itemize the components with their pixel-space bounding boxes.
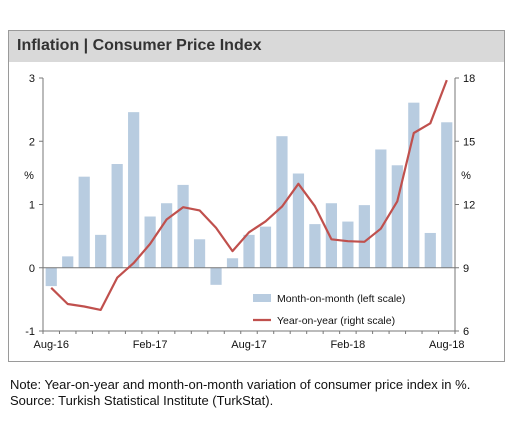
right-tick-label: 9 bbox=[463, 263, 469, 275]
left-tick-label: 2 bbox=[29, 136, 35, 148]
bar-Nov-16 bbox=[95, 234, 107, 268]
bar-Jul-17 bbox=[226, 258, 239, 268]
bar-Apr-18 bbox=[375, 149, 387, 268]
x-tick-label: Aug-17 bbox=[231, 339, 266, 351]
note-line: Note: Year-on-year and month-on-month va… bbox=[10, 377, 471, 392]
bar-Jan-18 bbox=[325, 203, 338, 268]
bar-Jun-18 bbox=[408, 102, 420, 268]
right-tick-label: 12 bbox=[463, 200, 475, 212]
bar-Oct-16 bbox=[78, 176, 90, 268]
left-tick-label: 0 bbox=[29, 263, 35, 275]
bar-Dec-16 bbox=[111, 164, 123, 268]
right-axis-unit: % bbox=[461, 170, 471, 182]
bar-Nov-17 bbox=[292, 173, 305, 268]
source-line: Source: Turkish Statistical Institute (T… bbox=[10, 393, 274, 408]
chart-title: Inflation | Consumer Price Index bbox=[17, 37, 262, 54]
bar-Dec-17 bbox=[309, 224, 321, 268]
bar-Mar-17 bbox=[160, 203, 173, 268]
left-axis-unit: % bbox=[24, 170, 34, 182]
x-tick-label: Feb-17 bbox=[133, 339, 168, 351]
bar-Aug-16 bbox=[45, 267, 57, 287]
bar-Oct-17 bbox=[276, 136, 288, 268]
bar-Sep-17 bbox=[259, 226, 272, 268]
chart-panel: Inflation | Consumer Price Index bbox=[8, 30, 505, 362]
x-tick-label: Aug-16 bbox=[33, 339, 68, 351]
bar-May-18 bbox=[391, 165, 403, 268]
bar-Jul-18 bbox=[424, 232, 436, 268]
left-tick-label: 1 bbox=[29, 200, 35, 212]
bar-Mar-18 bbox=[358, 205, 370, 268]
x-tick-label: Feb-18 bbox=[330, 339, 365, 351]
bar-Feb-18 bbox=[342, 221, 354, 268]
left-tick-label: 3 bbox=[29, 73, 35, 85]
bar-Sep-16 bbox=[62, 256, 74, 268]
legend-swatch-bars bbox=[253, 294, 271, 302]
bar-Apr-17 bbox=[177, 184, 189, 268]
title-bar: Inflation | Consumer Price Index bbox=[9, 31, 504, 62]
right-tick-label: 6 bbox=[463, 326, 469, 338]
legend-label-line: Year-on-year (right scale) bbox=[277, 315, 395, 327]
right-tick-label: 15 bbox=[463, 136, 475, 148]
x-tick-label: Aug-18 bbox=[429, 339, 464, 351]
chart-note: Note: Year-on-year and month-on-month va… bbox=[10, 377, 470, 409]
yoy-line bbox=[50, 79, 448, 311]
bar-Aug-18 bbox=[441, 122, 453, 268]
bar-May-17 bbox=[193, 239, 206, 268]
legend-label-bars: Month-on-month (left scale) bbox=[277, 293, 405, 305]
bar-Jun-17 bbox=[210, 267, 222, 285]
left-tick-label: -1 bbox=[25, 326, 35, 338]
right-tick-label: 18 bbox=[463, 73, 475, 85]
bar-Jan-17 bbox=[128, 112, 140, 268]
bar-Aug-17 bbox=[243, 234, 255, 268]
